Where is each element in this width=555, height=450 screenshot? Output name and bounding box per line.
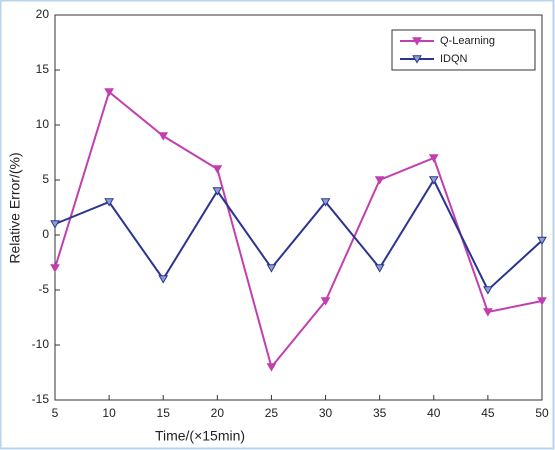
x-tick-label: 50: [535, 406, 549, 420]
marker: [428, 176, 439, 185]
marker: [320, 297, 331, 306]
marker: [104, 198, 114, 207]
y-tick-label: 5: [42, 172, 49, 186]
series-line: [54, 177, 543, 292]
marker: [374, 176, 385, 185]
x-tick-label: 30: [319, 406, 333, 420]
marker: [537, 297, 547, 306]
x-tick-label: 40: [427, 406, 441, 420]
marker: [158, 275, 169, 284]
legend-label: Q-Learning: [440, 35, 495, 47]
x-tick-label: 20: [211, 406, 225, 420]
marker: [537, 236, 547, 246]
marker: [158, 132, 169, 141]
x-tick-label: 15: [157, 406, 171, 420]
y-tick-label: -10: [32, 337, 50, 351]
marker: [104, 88, 114, 97]
y-axis-label: Relative Error/(%): [7, 152, 23, 263]
marker: [483, 308, 493, 317]
marker: [428, 154, 439, 163]
y-tick-label: 0: [42, 227, 49, 241]
marker: [483, 286, 493, 295]
x-tick-label: 10: [102, 406, 116, 420]
y-tick-label: 20: [36, 7, 50, 21]
y-tick-label: -15: [32, 392, 50, 406]
legend-marker: [412, 55, 422, 64]
marker: [50, 264, 60, 273]
y-tick-label: 15: [36, 62, 50, 76]
legend-label: IDQN: [440, 53, 468, 65]
marker: [266, 264, 277, 273]
x-tick-label: 5: [52, 406, 59, 420]
y-tick-label: -5: [38, 282, 49, 296]
legend-box: [391, 29, 536, 71]
x-tick-label: 25: [265, 406, 279, 420]
marker: [266, 363, 277, 372]
marker: [320, 198, 331, 207]
marker: [50, 220, 60, 229]
plot-area: [54, 14, 543, 401]
marker: [212, 187, 223, 196]
x-axis-label: Time/(×15min): [155, 428, 245, 444]
x-tick-label: 45: [481, 406, 495, 420]
legend-marker: [412, 37, 422, 46]
marker: [374, 264, 385, 273]
marker: [212, 165, 223, 174]
y-tick-label: 10: [36, 117, 50, 131]
x-tick-label: 35: [373, 406, 387, 420]
